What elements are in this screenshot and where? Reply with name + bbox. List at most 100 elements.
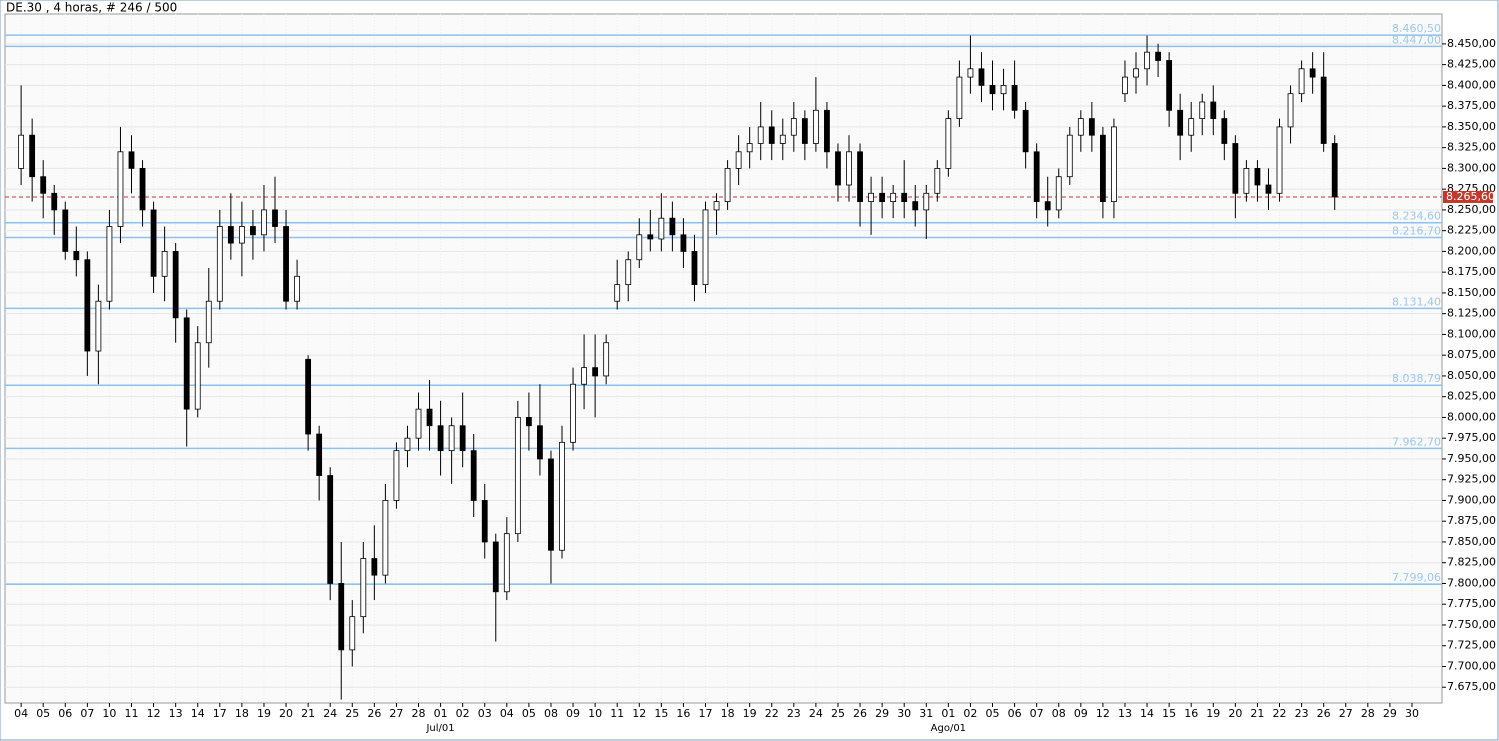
chart-title: DE.30 , 4 horas, # 246 / 500 [6,1,177,15]
y-tick-label: 8.150,00 [1447,286,1496,299]
x-tick-label: 09 [1074,707,1088,720]
candle-body [1199,101,1206,119]
y-tick-label: 8.000,00 [1447,410,1496,423]
candle-body [360,558,367,618]
candle-body [790,118,797,136]
month-label: Jul/01 [425,723,454,734]
candle-body [824,109,830,153]
x-tick-label: 22 [1273,707,1287,720]
candle-body [868,192,874,203]
last-price-box [1443,190,1493,203]
candle-body [614,284,621,302]
candle-body [371,558,378,576]
candle-body [1276,126,1283,194]
candle-body [1232,143,1239,194]
candle-body [238,226,245,244]
candle-body [117,151,124,227]
candle-body [724,168,731,203]
candle-body [989,84,996,95]
candle-body [95,300,102,352]
candle-body [746,143,753,153]
candle-body [1077,118,1084,136]
candle-body [316,433,323,476]
x-tick-label: 14 [191,707,205,720]
candle-body [636,234,643,261]
x-tick-label: 13 [1118,707,1132,720]
candle-body [1320,76,1327,144]
x-tick-label: 24 [323,707,337,720]
y-tick-label: 8.250,00 [1447,203,1496,216]
x-tick-label: 19 [257,707,271,720]
candle-body [194,342,201,410]
x-tick-label: 20 [279,707,293,720]
candle-body [1309,68,1316,78]
last-price-label: 8.265,60 [1446,190,1495,203]
candle-body [901,192,908,203]
x-tick-label: 03 [478,707,492,720]
x-tick-label: 17 [699,707,713,720]
x-tick-label: 30 [897,707,911,720]
x-tick-label: 25 [345,707,359,720]
candle-body [537,425,543,460]
x-tick-label: 28 [1361,707,1375,720]
x-tick-label: 29 [875,707,889,720]
x-tick-label: 11 [125,707,139,720]
candle-body [768,126,775,144]
y-tick-label: 7.750,00 [1447,618,1496,631]
candle-body [812,109,819,144]
x-tick-label: 31 [919,707,933,720]
x-tick-label: 08 [1052,707,1066,720]
candle-body [1188,118,1195,136]
candle-body [1055,176,1062,211]
candle-body [1331,143,1338,198]
candle-body [647,234,654,240]
candle-body [261,209,267,236]
x-tick-label: 01 [941,707,955,720]
candle-body [437,425,444,452]
x-tick-label: 07 [80,707,94,720]
candle-body [1155,51,1161,61]
candle-body [1287,93,1294,128]
candle-body [923,192,930,211]
y-tick-label: 8.025,00 [1447,390,1496,403]
x-tick-label: 24 [809,707,823,720]
candle-body [945,118,952,169]
x-tick-label: 25 [831,707,845,720]
candle-body [1099,134,1106,203]
candle-body [426,408,433,427]
x-tick-label: 26 [367,707,381,720]
candle-body [172,251,179,319]
x-tick-label: 06 [58,707,72,720]
x-tick-label: 05 [522,707,536,720]
candle-body [1166,60,1173,111]
candle-body [1298,68,1305,95]
level-label: 7.799,06 [1392,571,1441,584]
candle-body [967,68,974,78]
x-tick-label: 20 [1228,707,1242,720]
candle-body [459,425,466,452]
x-tick-label: 27 [1339,707,1353,720]
candle-body [1254,168,1261,186]
candle-body [581,367,587,385]
candle-body [857,151,863,203]
candle-body [1044,201,1051,211]
candle-body [625,259,632,286]
candle-body [492,541,499,593]
candle-body [548,458,554,551]
candle-body [912,201,919,211]
y-tick-label: 8.400,00 [1447,78,1496,91]
candle-body [735,151,742,169]
x-tick-label: 19 [743,707,757,720]
y-tick-label: 8.175,00 [1447,265,1496,278]
x-tick-label: 10 [588,707,602,720]
candle-body [62,209,69,252]
y-tick-label: 7.900,00 [1447,493,1496,506]
x-tick-label: 23 [787,707,801,720]
candle-body [978,68,985,86]
candle-body [415,408,422,439]
x-tick-label: 21 [1250,707,1264,720]
candle-body [570,383,576,443]
candle-body [1088,118,1095,136]
y-tick-label: 8.450,00 [1447,37,1496,50]
